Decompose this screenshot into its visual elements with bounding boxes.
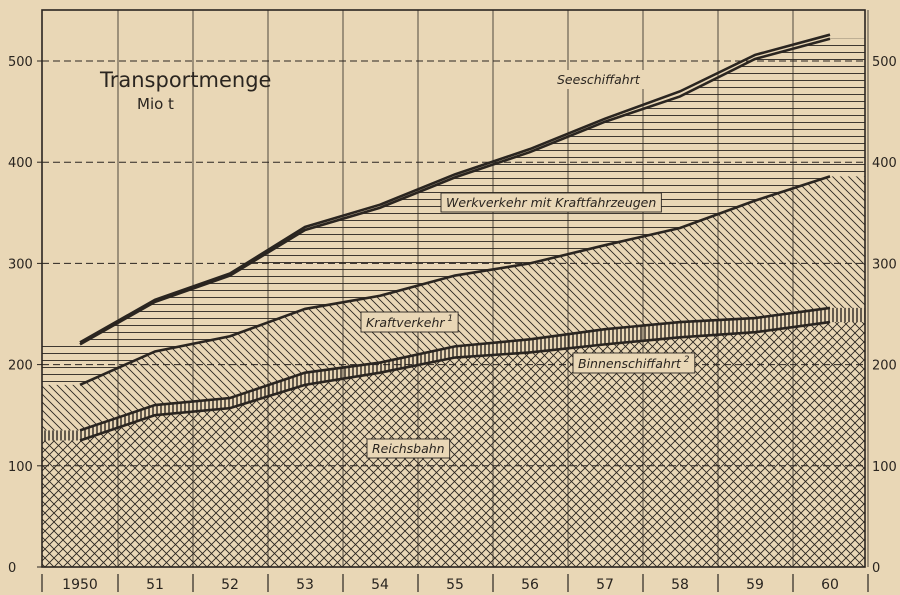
y-tick-label-left: 200 xyxy=(8,359,33,374)
series-label-box xyxy=(366,438,451,459)
chart-title: Transportmenge xyxy=(99,68,271,92)
x-tick-label: 56 xyxy=(521,577,539,593)
x-tick-label: 55 xyxy=(446,577,464,593)
series-label-superscript: 1 xyxy=(445,314,454,324)
area-vertical xyxy=(42,307,865,441)
series-line xyxy=(79,33,831,344)
series-label-superscript: 2 xyxy=(681,355,690,365)
series-label: Reichsbahn xyxy=(366,438,451,459)
area-layers xyxy=(42,38,865,567)
series-label: Seeschiffahrt xyxy=(552,70,646,89)
plot-frame xyxy=(41,9,866,568)
series-line xyxy=(79,306,831,432)
chart-subtitle: Mio t xyxy=(137,95,174,113)
x-tick-label: 53 xyxy=(296,577,314,593)
y-tick-label-right: 300 xyxy=(872,257,897,272)
series-label: Werkverkehr mit Kraftfahrzeugen xyxy=(440,192,662,213)
x-tick-label: 59 xyxy=(746,577,764,593)
series-label-box xyxy=(572,352,696,374)
axis-ticks: 0 0 100 100 200 200 300 300 400 400 500 500 1950 51 52… xyxy=(8,55,897,593)
x-tick-label: 51 xyxy=(146,577,164,593)
plot-border xyxy=(41,9,866,568)
area-crosshatch xyxy=(42,322,865,567)
y-tick-label-right: 200 xyxy=(872,359,897,374)
series-label-text: Werkverkehr mit Kraftfahrzeugen xyxy=(446,195,656,210)
x-tick-label: 57 xyxy=(596,577,614,593)
area-diagonal xyxy=(42,176,865,431)
y-tick-label-right: 400 xyxy=(872,156,897,171)
x-tick-label: 60 xyxy=(821,577,839,593)
x-tick-label: 1950 xyxy=(62,577,98,593)
x-tick-label: 54 xyxy=(371,577,389,593)
series-label-text: Kraftverkehr 1 xyxy=(366,314,453,330)
series-label-text: Reichsbahn xyxy=(372,441,445,456)
y-tick-label-left: 300 xyxy=(8,257,33,272)
y-tick-label-left: 500 xyxy=(8,55,33,70)
series-line xyxy=(79,175,831,387)
series-label: Binnenschiffahrt 2 xyxy=(572,352,696,374)
y-tick-label-left: 100 xyxy=(8,460,33,475)
series-lines xyxy=(79,33,831,442)
series-label: Kraftverkehr 1 xyxy=(360,311,459,333)
x-tick-label: 58 xyxy=(671,577,689,593)
y-tick-label-left: 400 xyxy=(8,156,33,171)
series-label-text: Binnenschiffahrt 2 xyxy=(578,355,690,371)
series-label-box xyxy=(360,311,459,333)
series-label-text: Seeschiffahrt xyxy=(557,72,641,87)
series-labels: Reichsbahn Binnenschiffahrt 2 Kraftverkehr… xyxy=(360,70,696,459)
series-line xyxy=(79,320,831,442)
series-label-box xyxy=(440,192,662,213)
series-label-box xyxy=(552,70,646,89)
y-tick-label-right: 500 xyxy=(872,55,897,70)
x-tick-label: 52 xyxy=(221,577,239,593)
y-tick-label-right: 100 xyxy=(872,460,897,475)
y-tick-label-left: 0 xyxy=(8,561,16,576)
series-line xyxy=(79,37,831,346)
y-tick-label-right: 0 xyxy=(872,561,880,576)
